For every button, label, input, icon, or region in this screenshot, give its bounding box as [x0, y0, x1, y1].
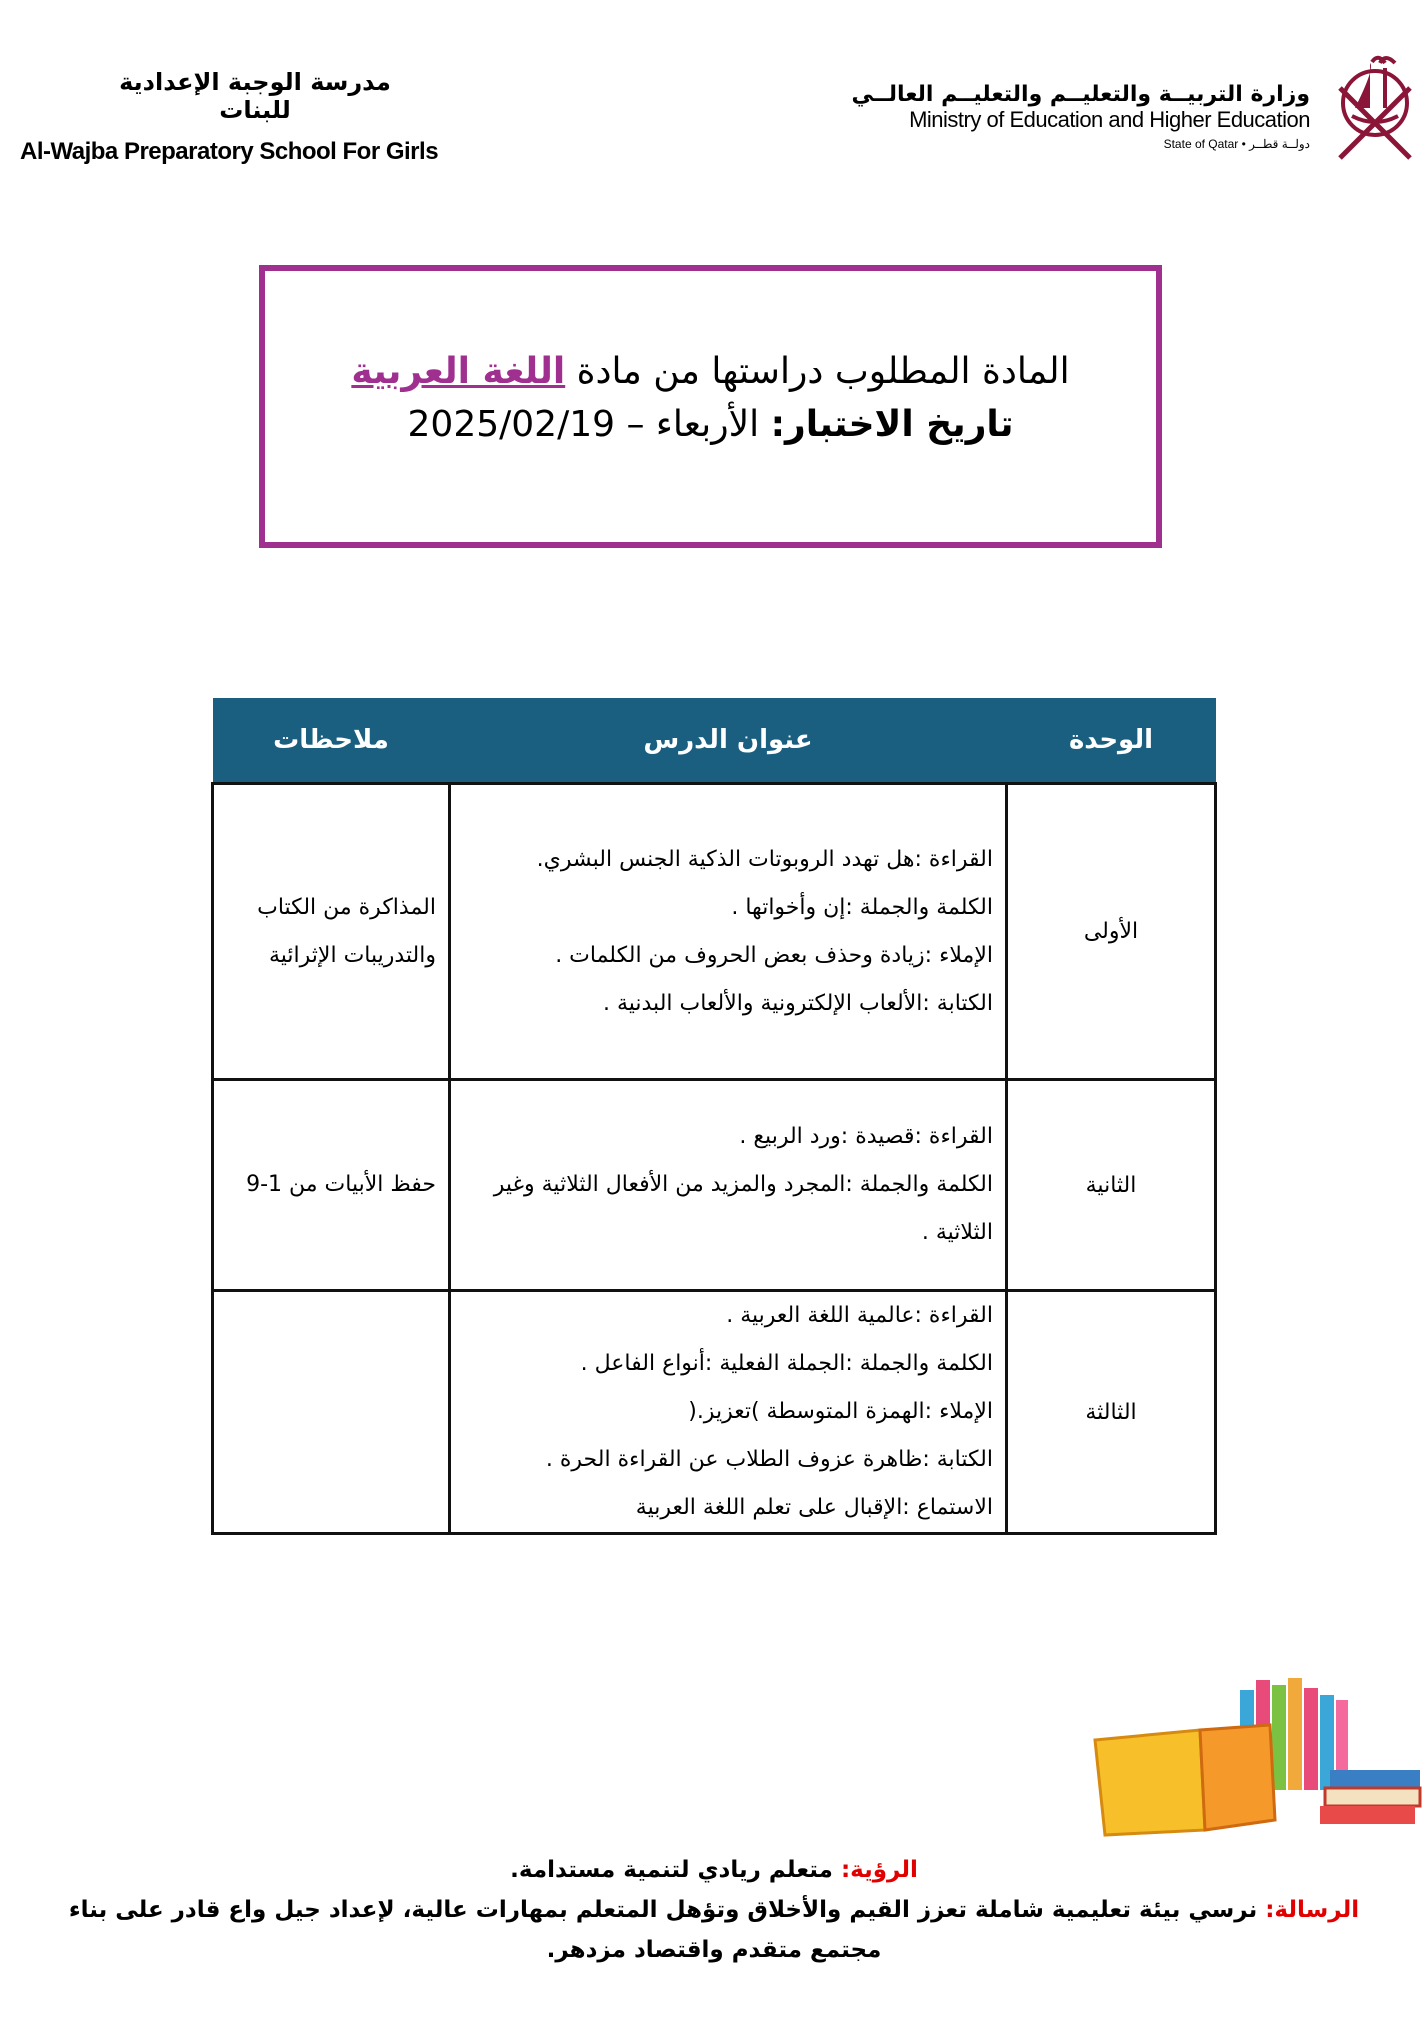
notice-prefix: المادة المطلوب دراستها من مادة — [576, 351, 1070, 392]
lesson-line: الكتابة :ظاهرة عزوف الطلاب عن القراءة ال… — [545, 1447, 993, 1472]
school-name-arabic: مدرسة الوجبة الإعدادية للبنات — [119, 68, 391, 124]
ministry-name-arabic: وزارة التربيــة والتعليــم والتعليــم ال… — [851, 82, 1310, 107]
mission-label: الرسالة: — [1265, 1897, 1360, 1923]
column-header-lesson: عنوان الدرس — [449, 698, 1007, 784]
qatar-emblem-icon — [1338, 55, 1412, 160]
footer-vision-mission: الرؤية: متعلم ريادي لتنمية مستدامة. الرس… — [40, 1850, 1388, 1970]
unit-cell: الأولى — [1005, 782, 1217, 1081]
exam-notice-box: المادة المطلوب دراستها من مادة اللغة الع… — [259, 265, 1162, 548]
notes-cell — [211, 1289, 451, 1535]
study-plan-table: الوحدة عنوان الدرس ملاحظات الأولى القراء… — [211, 698, 1217, 1535]
lesson-cell: القراءة :هل تهدد الروبوتات الذكية الجنس … — [448, 782, 1008, 1081]
lesson-line: الكلمة والجملة :إن وأخواتها . — [731, 894, 993, 920]
lesson-cell: القراءة :قصيدة :ورد الربيع . الكلمة والج… — [448, 1078, 1008, 1292]
unit-cell: الثالثة — [1005, 1289, 1217, 1535]
date-label: تاريخ الاختبار: — [770, 404, 1014, 445]
exam-date: الأربعاء – 2025/02/19 — [407, 404, 760, 445]
lesson-line: الاستماع :الإقبال على تعلم اللغة العربية — [635, 1495, 993, 1520]
table-row: الثالثة القراءة :عالمية اللغة العربية . … — [211, 1289, 1217, 1535]
lesson-line: القراءة :عالمية اللغة العربية . — [726, 1303, 993, 1328]
mission-statement: الرسالة: نرسي بيئة تعليمية شاملة تعزز ال… — [40, 1890, 1388, 1970]
subject-name: اللغة العربية — [351, 351, 566, 392]
vision-label: الرؤية: — [840, 1857, 918, 1883]
lesson-line: القراءة :هل تهدد الروبوتات الذكية الجنس … — [536, 846, 993, 872]
books-illustration-icon — [1093, 1678, 1422, 1837]
table-row: الثانية القراءة :قصيدة :ورد الربيع . الك… — [211, 1078, 1217, 1292]
ministry-name-english: Ministry of Education and Higher Educati… — [909, 107, 1310, 132]
vision-text: متعلم ريادي لتنمية مستدامة. — [510, 1857, 833, 1883]
school-name-english: Al-Wajba Preparatory School For Girls — [20, 138, 439, 165]
lesson-line: الإملاء :الهمزة المتوسطة )تعزيز.( — [688, 1399, 993, 1424]
column-header-notes: ملاحظات — [212, 698, 450, 784]
lesson-cell: القراءة :عالمية اللغة العربية . الكلمة و… — [448, 1289, 1008, 1535]
lesson-line: الكلمة والجملة :الجملة الفعلية :أنواع ال… — [580, 1351, 993, 1376]
mission-text: نرسي بيئة تعليمية شاملة تعزز القيم والأخ… — [68, 1897, 1258, 1963]
vision-statement: الرؤية: متعلم ريادي لتنمية مستدامة. — [40, 1850, 1388, 1890]
unit-cell: الثانية — [1005, 1078, 1217, 1292]
lesson-line: القراءة :قصيدة :ورد الربيع . — [739, 1124, 993, 1149]
ministry-logo-text: وزارة التربيــة والتعليــم والتعليــم ال… — [840, 82, 1310, 151]
state-label: State of Qatar • دولــة قطــر — [1163, 137, 1310, 151]
notes-cell: حفظ الأبيات من 1-9 — [211, 1078, 451, 1292]
column-header-unit: الوحدة — [1006, 698, 1216, 784]
table-row: الأولى القراءة :هل تهدد الروبوتات الذكية… — [211, 782, 1217, 1081]
notes-cell: المذاكرة من الكتاب والتدريبات الإثرائية — [211, 782, 451, 1081]
lesson-line: الإملاء :زيادة وحذف بعض الحروف من الكلما… — [555, 942, 993, 968]
lesson-line: الكتابة :الألعاب الإلكترونية والألعاب ال… — [602, 990, 993, 1016]
lesson-line: الكلمة والجملة :المجرد والمزيد من الأفعا… — [493, 1172, 993, 1245]
